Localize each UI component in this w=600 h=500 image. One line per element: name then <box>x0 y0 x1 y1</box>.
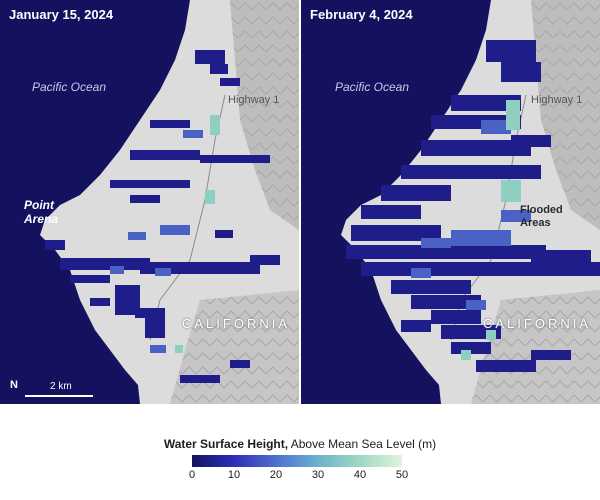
scale-label: 2 km <box>50 381 72 392</box>
legend: Water Surface Height, Above Mean Sea Lev… <box>0 404 600 500</box>
highway-label: Highway 1 <box>228 94 280 106</box>
panel-divider <box>299 0 301 404</box>
legend-title-rest: Above Mean Sea Level (m) <box>288 437 437 451</box>
map-right-graphic <box>301 0 600 404</box>
legend-tick-label: 30 <box>311 469 325 481</box>
legend-tick-label: 10 <box>227 469 241 481</box>
legend-tick-label: 0 <box>188 469 196 481</box>
legend-title: Water Surface Height, Above Mean Sea Lev… <box>0 437 600 451</box>
state-label: CALIFORNIA <box>182 316 291 331</box>
legend-tick-label: 20 <box>269 469 283 481</box>
north-arrow-icon: N <box>10 379 18 391</box>
map-left-graphic <box>0 0 299 404</box>
map-comparison: January 15, 2024 Pacific Ocean Highway 1… <box>0 0 600 404</box>
legend-title-bold: Water Surface Height, <box>163 437 289 451</box>
legend-tick-label: 40 <box>353 469 367 481</box>
panel-date: February 4, 2024 <box>310 7 413 22</box>
town-label-point-arena: Point Arena <box>24 198 59 226</box>
map-panel-february: February 4, 2024 Pacific Ocean Highway 1… <box>301 0 600 404</box>
map-panel-january: January 15, 2024 Pacific Ocean Highway 1… <box>0 0 299 404</box>
ocean-label: Pacific Ocean <box>335 80 410 94</box>
flooded-areas-label: Flooded Areas <box>520 204 563 229</box>
scale-bar <box>25 395 93 397</box>
state-label: CALIFORNIA <box>483 316 592 331</box>
panel-date: January 15, 2024 <box>9 7 114 22</box>
highway-label: Highway 1 <box>531 94 583 106</box>
legend-color-bar <box>192 455 402 467</box>
legend-tick-label: 50 <box>395 469 409 481</box>
ocean-label: Pacific Ocean <box>32 80 107 94</box>
